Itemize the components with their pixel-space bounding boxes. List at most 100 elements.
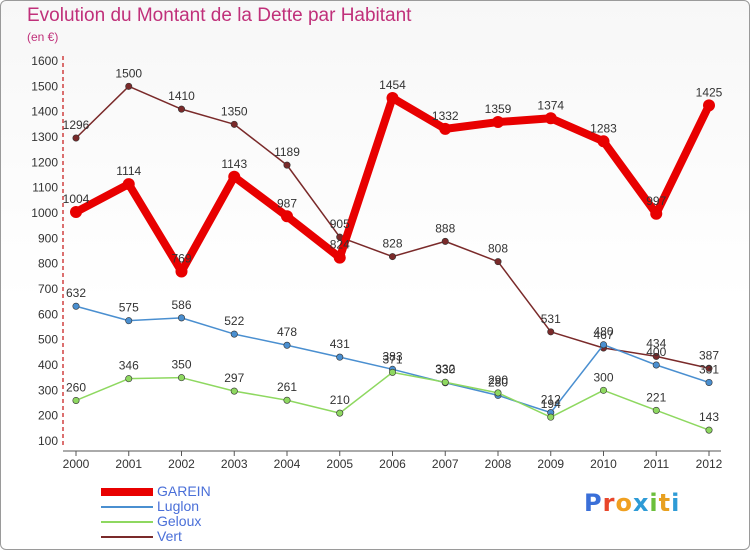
data-point bbox=[178, 105, 186, 113]
data-label: 1454 bbox=[379, 78, 406, 92]
data-label: 1374 bbox=[537, 98, 564, 112]
data-point bbox=[441, 237, 449, 245]
logo-letter: t bbox=[658, 489, 672, 517]
data-point bbox=[228, 170, 241, 183]
y-tick-label: 100 bbox=[38, 434, 58, 448]
data-point bbox=[386, 91, 399, 104]
x-tick-label: 2003 bbox=[221, 457, 248, 471]
data-point bbox=[703, 99, 715, 112]
data-labels: 1004 1114 769 1143 987 824 1454 1332 1359 1374 128… bbox=[63, 66, 723, 424]
data-label: 1410 bbox=[168, 89, 195, 103]
data-label: 194 bbox=[541, 397, 561, 411]
data-label: 1283 bbox=[590, 121, 617, 135]
x-tick-label: 2004 bbox=[274, 457, 301, 471]
x-tick-label: 2008 bbox=[485, 457, 512, 471]
data-label: 531 bbox=[541, 312, 561, 326]
data-point bbox=[70, 205, 82, 218]
data-label: 1350 bbox=[221, 104, 248, 118]
data-point bbox=[705, 364, 713, 372]
data-label: 824 bbox=[330, 238, 350, 252]
data-label: 280 bbox=[488, 375, 508, 389]
axes: 100 200 300 400 500 600 700 800 900 1000 1100 1200 1… bbox=[31, 54, 722, 471]
logo-letter: r bbox=[602, 489, 616, 517]
data-point bbox=[283, 161, 291, 169]
data-label: 808 bbox=[488, 242, 508, 256]
data-point bbox=[72, 134, 80, 142]
legend-swatch bbox=[101, 521, 153, 523]
data-point bbox=[388, 253, 396, 261]
logo-letter: i bbox=[649, 489, 659, 517]
data-point bbox=[125, 82, 133, 90]
data-label: 632 bbox=[66, 286, 86, 300]
logo-letter: x bbox=[632, 489, 650, 517]
legend-swatch bbox=[101, 488, 153, 496]
data-point bbox=[599, 386, 607, 394]
data-label: 330 bbox=[435, 363, 455, 377]
data-label: 1296 bbox=[63, 118, 90, 132]
data-label: 371 bbox=[382, 352, 402, 366]
y-tick-label: 1600 bbox=[31, 54, 58, 68]
data-point bbox=[652, 361, 660, 369]
data-label: 1189 bbox=[274, 145, 300, 159]
legend-label: Geloux bbox=[157, 513, 202, 529]
data-point bbox=[72, 302, 80, 310]
y-tick-label: 1100 bbox=[32, 181, 58, 195]
data-point bbox=[652, 352, 660, 360]
y-tick-label: 500 bbox=[38, 333, 58, 347]
y-tick-label: 600 bbox=[38, 307, 58, 321]
data-label: 143 bbox=[699, 410, 719, 424]
data-point bbox=[178, 314, 186, 322]
data-point bbox=[230, 387, 238, 395]
x-tick-label: 2002 bbox=[168, 457, 195, 471]
series-garein bbox=[70, 91, 715, 278]
proxiti-logo: Proxiti bbox=[584, 489, 680, 517]
data-point bbox=[333, 251, 346, 264]
data-label: 332 bbox=[435, 362, 455, 376]
data-point bbox=[336, 409, 344, 417]
data-label: 1500 bbox=[115, 66, 142, 80]
logo-letter: o bbox=[615, 489, 633, 517]
chart-subtitle: (en €) bbox=[27, 30, 59, 44]
x-tick-label: 2010 bbox=[590, 457, 617, 471]
data-point bbox=[492, 116, 504, 129]
data-point bbox=[705, 378, 713, 386]
data-label: 212 bbox=[541, 393, 561, 407]
legend-swatch bbox=[101, 536, 153, 538]
data-label: 586 bbox=[171, 298, 191, 312]
x-tick-label: 2007 bbox=[432, 457, 459, 471]
data-point bbox=[283, 341, 291, 349]
data-label: 575 bbox=[119, 301, 139, 315]
y-tick-label: 800 bbox=[38, 257, 58, 271]
y-tick-label: 1200 bbox=[31, 155, 58, 169]
data-point bbox=[230, 330, 238, 338]
x-tick-label: 2009 bbox=[537, 457, 564, 471]
data-label: 290 bbox=[488, 373, 508, 387]
data-point bbox=[125, 375, 133, 383]
x-tick-label: 2000 bbox=[63, 457, 90, 471]
series-layer bbox=[70, 82, 715, 434]
data-point bbox=[283, 396, 291, 404]
data-point bbox=[705, 426, 713, 434]
data-point bbox=[494, 389, 502, 397]
data-point bbox=[336, 353, 344, 361]
logo-letter: P bbox=[584, 489, 603, 517]
x-tick-label: 2005 bbox=[326, 457, 353, 471]
data-label: 1332 bbox=[432, 109, 459, 123]
x-tick-label: 2011 bbox=[643, 457, 669, 471]
chart-title: Evolution du Montant de la Dette par Hab… bbox=[27, 5, 412, 26]
data-point bbox=[175, 265, 188, 278]
data-point bbox=[230, 120, 238, 128]
data-label: 431 bbox=[330, 337, 350, 351]
x-tick-label: 2001 bbox=[115, 457, 142, 471]
data-point bbox=[72, 396, 80, 404]
y-tick-label: 300 bbox=[38, 383, 58, 397]
data-label: 769 bbox=[171, 252, 191, 266]
data-point bbox=[599, 341, 607, 349]
data-point bbox=[650, 207, 663, 220]
data-point bbox=[439, 122, 452, 135]
data-label: 828 bbox=[382, 237, 402, 251]
data-point bbox=[652, 406, 660, 414]
data-label: 1359 bbox=[485, 102, 512, 116]
legend-swatch bbox=[101, 506, 153, 508]
